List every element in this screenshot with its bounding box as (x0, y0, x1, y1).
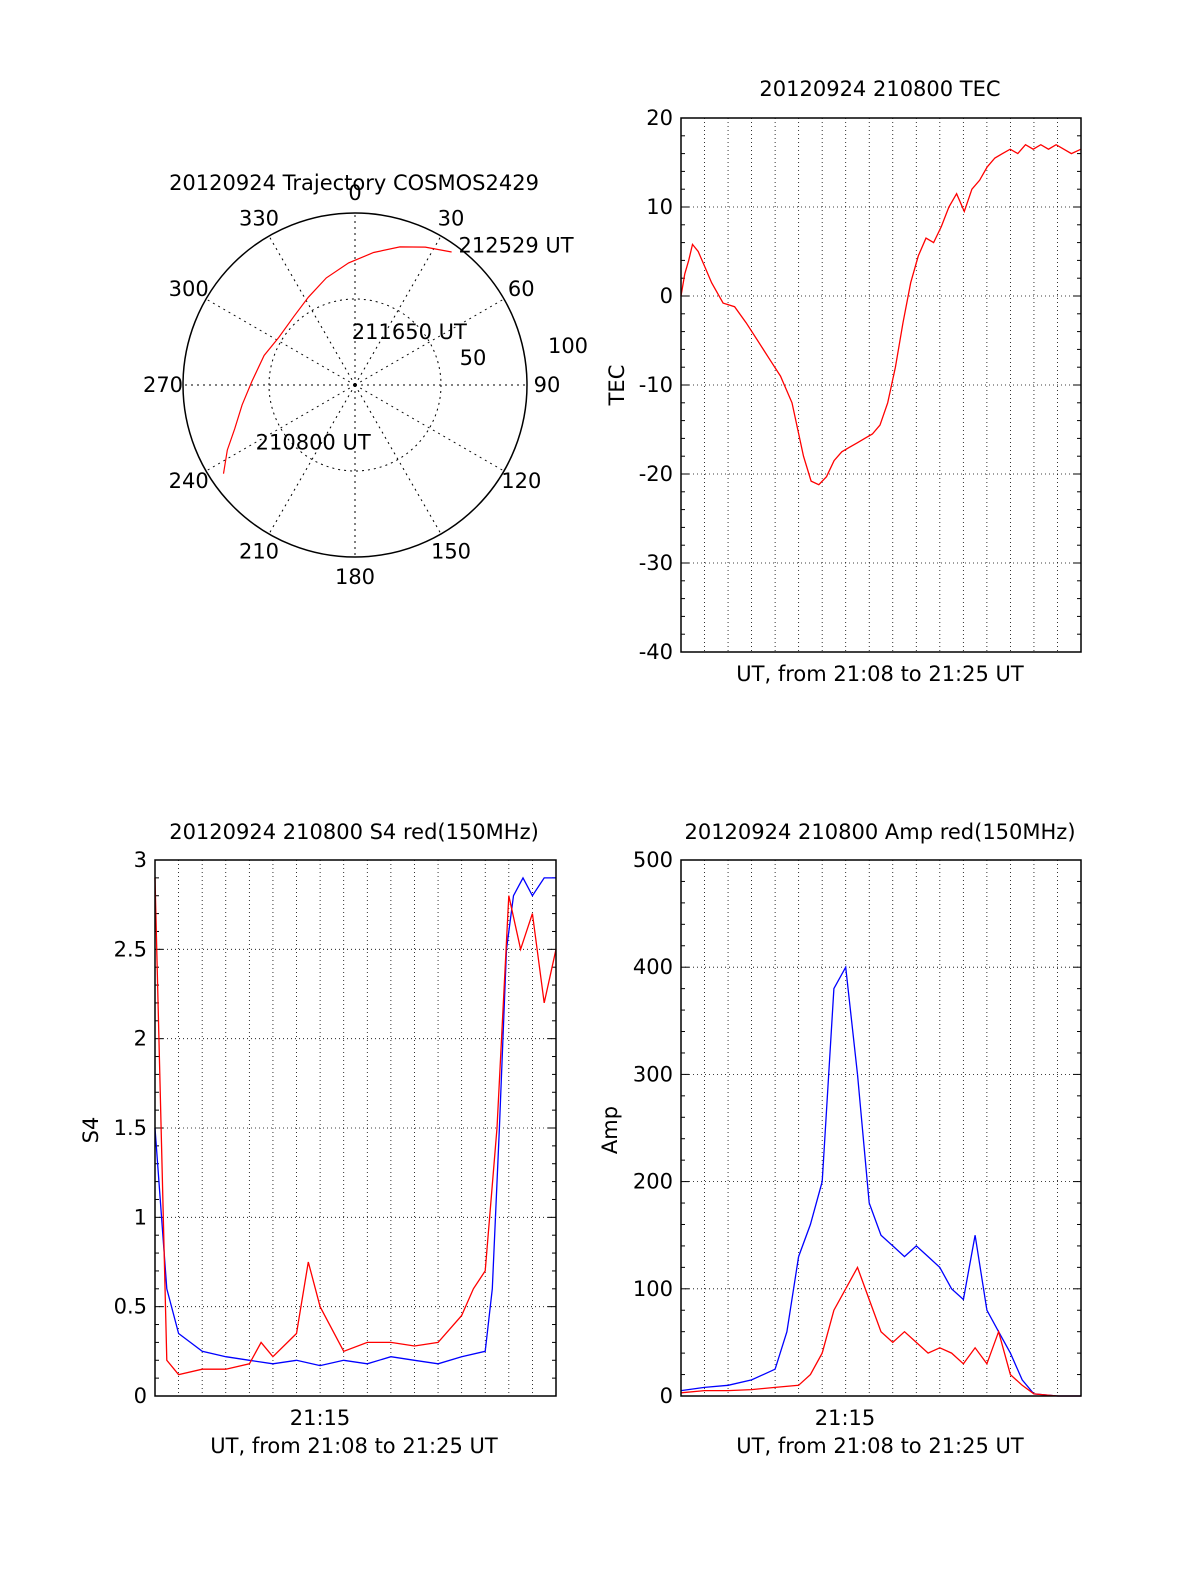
trajectory-annotation: 211650 UT (352, 320, 467, 344)
amp-series-blue (680, 965, 1081, 1397)
polar-spoke (354, 384, 442, 535)
polar-angle-label: 240 (169, 469, 209, 493)
s4-y-axis-label: S4 (79, 1117, 103, 1144)
polar-angle-label: 210 (239, 539, 279, 563)
s4-series-blue (154, 876, 556, 1367)
amp-y-axis-label: Amp (598, 1106, 622, 1154)
s4-x-axis-label: UT, from 21:08 to 21:25 UT (210, 1434, 498, 1458)
s4-chart: 20120924 210800 S4 red(150MHz) UT, from … (79, 820, 557, 1458)
polar-angle-label: 30 (438, 207, 465, 231)
polar-spoke (268, 235, 356, 386)
polar-angle-label: 270 (143, 373, 183, 397)
s4-series-red (154, 877, 557, 1376)
amp-chart: 20120924 210800 Amp red(150MHz) UT, from… (598, 820, 1082, 1458)
trajectory-annotation: 210800 UT (256, 431, 371, 455)
y-tick-label: 2 (134, 1027, 147, 1051)
y-tick-label: 10 (646, 195, 673, 219)
plot-border (680, 859, 1082, 1397)
y-tick-label: 500 (633, 848, 673, 872)
y-tick-label: 100 (633, 1277, 673, 1301)
y-tick-label: -30 (639, 551, 673, 575)
tec-series-line (680, 143, 1082, 486)
plot-border (680, 117, 1082, 653)
polar-chart-title: 20120924 Trajectory COSMOS2429 (169, 171, 539, 195)
polar-angle-label: 180 (335, 565, 375, 589)
polar-spoke (354, 384, 505, 472)
polar-spoke (205, 384, 356, 472)
amp-series-red (680, 1265, 1081, 1397)
y-tick-label: -20 (639, 462, 673, 486)
polar-radial-label: 50 (460, 346, 487, 370)
polar-angle-label: 90 (534, 373, 561, 397)
y-tick-label: 3 (134, 848, 147, 872)
y-tick-label: 0 (134, 1384, 147, 1408)
polar-trajectory (222, 246, 452, 474)
polar-radial-label: 100 (548, 334, 588, 358)
amp-x-axis-label: UT, from 21:08 to 21:25 UT (736, 1434, 1024, 1458)
trajectory-line (222, 246, 452, 474)
polar-radial-labels: 50 100 (460, 334, 588, 370)
trajectory-annotation: 212529 UT (459, 233, 574, 257)
tec-plot-area: -40 -30 -20 -10 0 10 20 (639, 106, 1082, 664)
polar-spoke (205, 298, 356, 386)
polar-angle-label: 120 (501, 469, 541, 493)
y-tick-label: 0.5 (114, 1295, 147, 1319)
tec-chart: 20120924 210800 TEC UT, from 21:08 to 21… (605, 77, 1082, 686)
y-tick-label: 2.5 (114, 937, 147, 961)
x-tick-label: 21:15 (290, 1406, 351, 1430)
y-tick-label: 1 (134, 1205, 147, 1229)
polar-angle-label: 150 (431, 539, 471, 563)
y-tick-label: 20 (646, 106, 673, 130)
y-tick-label: 1.5 (114, 1116, 147, 1140)
tec-y-axis-label: TEC (605, 365, 629, 407)
amp-plot-area: 0 100 200 300 400 500 21:15 (633, 848, 1082, 1430)
polar-annotations: 212529 UT 211650 UT 210800 UT (256, 233, 574, 454)
s4-plot-area: 0 0.5 1 1.5 2 2.5 3 21:15 (114, 848, 557, 1430)
y-tick-label: 400 (633, 955, 673, 979)
tec-x-axis-label: UT, from 21:08 to 21:25 UT (736, 662, 1024, 686)
y-tick-label: -10 (639, 373, 673, 397)
y-tick-label: 0 (660, 1384, 673, 1408)
y-tick-label: 200 (633, 1170, 673, 1194)
tec-chart-title: 20120924 210800 TEC (759, 77, 1000, 101)
polar-trajectory-chart: 20120924 Trajectory COSMOS2429 0 30 60 90 12… (143, 171, 588, 589)
y-tick-label: 0 (660, 284, 673, 308)
polar-spoke (268, 384, 356, 535)
s4-chart-title: 20120924 210800 S4 red(150MHz) (169, 820, 539, 844)
polar-angle-label: 300 (169, 277, 209, 301)
polar-spoke (354, 235, 442, 386)
polar-grid (182, 212, 528, 558)
y-tick-label: 300 (633, 1062, 673, 1086)
polar-spoke (354, 298, 505, 386)
polar-angle-label: 330 (239, 207, 279, 231)
x-tick-label: 21:15 (815, 1406, 876, 1430)
polar-angle-label: 0 (348, 181, 361, 205)
polar-outer-circle (182, 212, 528, 558)
polar-angle-labels: 0 30 60 90 120 150 180 210 240 270 300 330 (143, 181, 560, 589)
amp-chart-title: 20120924 210800 Amp red(150MHz) (684, 820, 1075, 844)
plot-border (154, 859, 557, 1397)
polar-angle-label: 60 (508, 277, 535, 301)
y-tick-label: -40 (639, 640, 673, 664)
